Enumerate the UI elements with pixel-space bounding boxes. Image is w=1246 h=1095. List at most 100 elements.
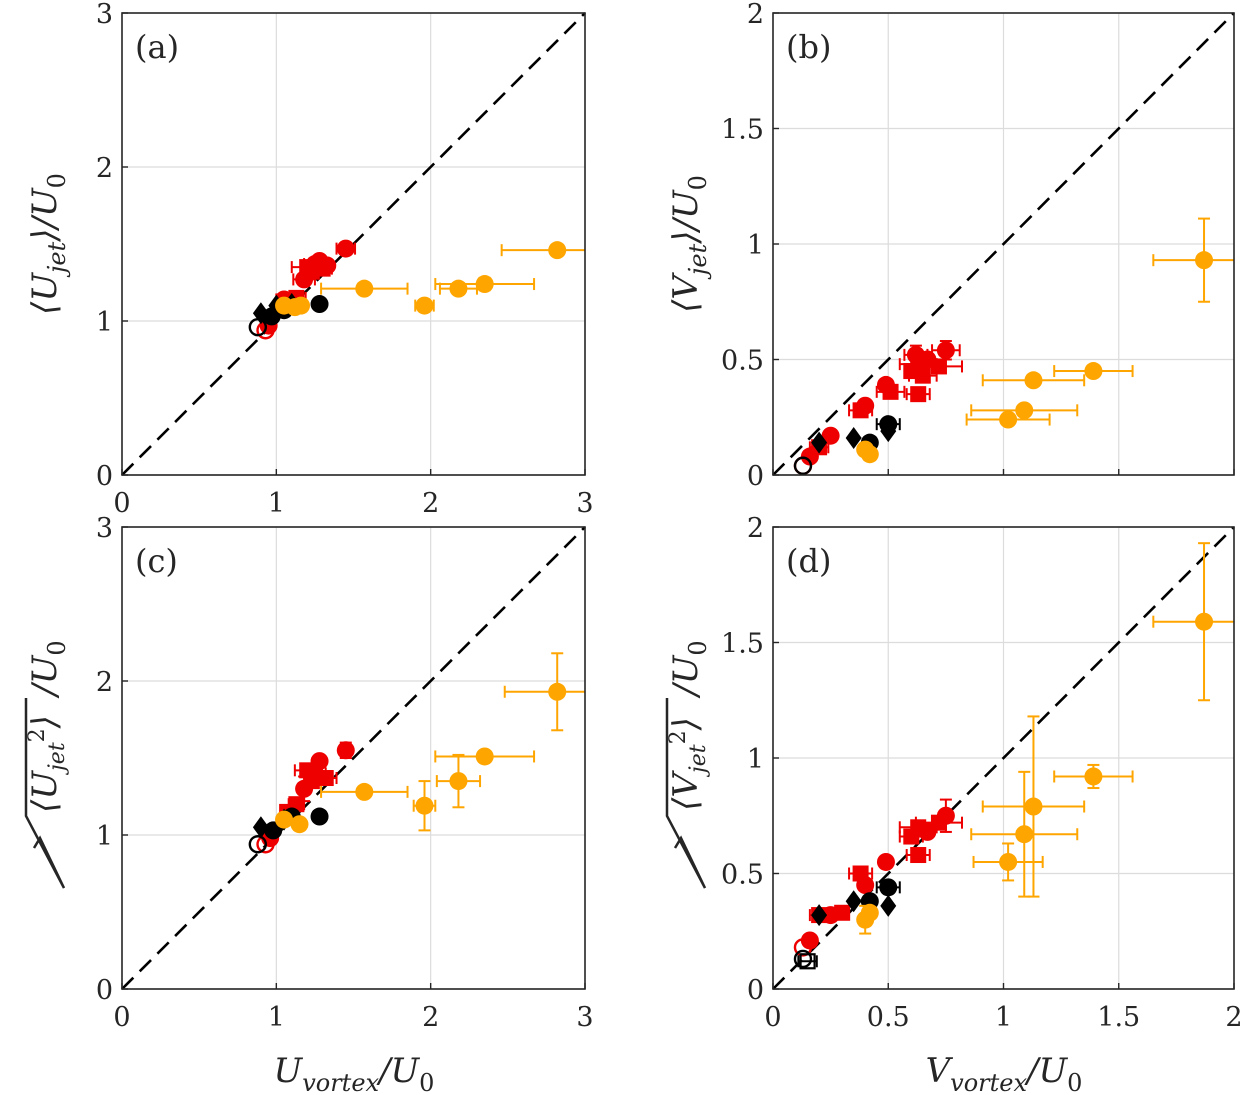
panel-b-red-point (931, 340, 961, 361)
marker-square (882, 383, 899, 400)
panel-b-black-point (845, 427, 862, 450)
panel-d-xlabel: Vvortex/U0 (926, 1051, 1083, 1095)
panel-c-orange-point (435, 753, 482, 809)
panel-a-ylabel-u: U (25, 272, 65, 302)
marker-square (317, 770, 334, 787)
marker-circle (449, 772, 468, 791)
panel-b-ytick-label: 2 (747, 0, 764, 30)
marker-circle (1084, 362, 1103, 381)
panel-d-black-point (845, 890, 862, 913)
panel-c-orange-point (320, 782, 409, 801)
panel-a-orange-point (434, 275, 536, 294)
panel-d-black-point (880, 894, 897, 917)
panel-a-marks (248, 239, 585, 340)
panel-c-orange-point (412, 780, 437, 832)
panel-d-orange-point (981, 715, 1086, 898)
panel-d-ylabel: ⟨Vjet2⟩ /U0 (665, 640, 712, 889)
panel-d-black-point (797, 953, 818, 970)
panel-d-orange-point (1152, 542, 1234, 702)
marker-circle-open (248, 835, 268, 854)
marker-circle (310, 807, 329, 826)
marker-square (910, 847, 927, 864)
panel-c-reference-line (121, 526, 586, 990)
marker-diamond (845, 427, 862, 450)
marker-circle (292, 296, 311, 315)
marker-square (930, 358, 947, 375)
panel-a-xtick-label: 3 (576, 488, 593, 519)
panel-d-red-point (834, 904, 851, 921)
marker-circle (318, 256, 337, 275)
panel-d-orange-point (860, 903, 879, 922)
panel-a: 0 1 2 3 0 1 2 3 (a) ⟨Ujet⟩/U0 (25, 0, 594, 519)
panel-b-black-point (880, 420, 897, 443)
panel-a-black-point (310, 295, 329, 314)
marker-diamond (811, 431, 828, 454)
panel-b-ticks: 0 0.5 1 1.5 2 (721, 0, 1235, 492)
marker-circle (415, 296, 434, 315)
panel-a-ytick-label: 3 (96, 0, 113, 30)
panel-d-marks (793, 542, 1234, 970)
panel-c-red-point (336, 741, 355, 760)
panel-b-reference-line (772, 12, 1235, 476)
marker-circle (860, 903, 879, 922)
panel-b-red-point (821, 426, 840, 445)
svg-text:/U0: /U0 (666, 640, 712, 698)
marker-circle (1015, 401, 1034, 420)
panel-b-orange-point (970, 401, 1079, 420)
marker-diamond (845, 890, 862, 913)
panel-b-orange-point (965, 410, 1051, 429)
marker-circle (449, 279, 468, 298)
panel-b-marks (793, 217, 1234, 475)
panel-b-black-point (793, 456, 813, 475)
marker-circle (290, 815, 309, 834)
panel-c-ticks: 0 1 2 3 0 1 2 3 (96, 513, 594, 1033)
panel-a-ylabel: ⟨Ujet⟩/U0 (25, 173, 71, 315)
marker-diamond (811, 904, 828, 927)
marker-circle (856, 440, 875, 459)
panel-d-black-point (793, 949, 813, 969)
panel-c-orange-point (434, 747, 536, 766)
panel-b-ylabel: ⟨Vjet⟩/U0 (666, 175, 712, 313)
panel-a-frame (121, 12, 586, 476)
panel-a-red-point (318, 256, 337, 275)
panel-c-frame (121, 526, 586, 990)
marker-circle (355, 279, 374, 298)
panel-b-ytick-label: 0.5 (721, 346, 764, 377)
panel-a-red-point (335, 239, 357, 258)
panel-d-orange-point (1053, 763, 1134, 790)
panel-d-orange-point (972, 842, 1044, 882)
marker-circle (475, 275, 494, 294)
marker-circle (1024, 797, 1043, 816)
panel-c-xtick-label: 2 (422, 1002, 439, 1033)
marker-circle (856, 396, 875, 415)
panel-c-xtick-label: 1 (268, 1002, 285, 1033)
panel-a-ytick-label: 2 (96, 153, 113, 184)
panel-d: 0 0.5 1 1.5 2 0 0.5 1 1.5 2 (d) ⟨Vjet2⟩ /U0 (665, 513, 1243, 1033)
marker-circle (936, 806, 955, 825)
svg-text:⟨Vjet2⟩: ⟨Vjet2⟩ (666, 717, 711, 811)
panel-d-xtick-label: 1.5 (1097, 1002, 1140, 1033)
marker-circle (275, 810, 294, 829)
panel-a-ticks: 0 1 2 3 0 1 2 3 (96, 0, 594, 519)
panel-a-orange-point (292, 296, 311, 315)
panel-b-red-point (914, 358, 964, 375)
marker-circle (336, 741, 355, 760)
panel-b-black-point (811, 431, 828, 454)
panel-c-ytick-label: 2 (96, 667, 113, 698)
marker-circle (800, 931, 819, 950)
marker-circle (475, 747, 494, 766)
marker-circle (821, 426, 840, 445)
marker-diamond (880, 420, 897, 443)
svg-text:⟨Ujet2⟩: ⟨Ujet2⟩ (25, 715, 70, 813)
marker-circle (1084, 767, 1103, 786)
panel-b-red-point (875, 383, 906, 400)
panel-b-red-point (905, 386, 931, 403)
panel-a-xtick-label: 2 (422, 488, 439, 519)
panel-b-orange-point (856, 440, 875, 459)
panel-c-ytick-label: 3 (96, 513, 113, 544)
marker-circle (1024, 371, 1043, 390)
marker-circle (999, 852, 1018, 871)
panel-d-red-point (800, 931, 819, 950)
panel-b-label: (b) (786, 28, 831, 66)
panel-d-xtick-label: 2 (1225, 1002, 1242, 1033)
